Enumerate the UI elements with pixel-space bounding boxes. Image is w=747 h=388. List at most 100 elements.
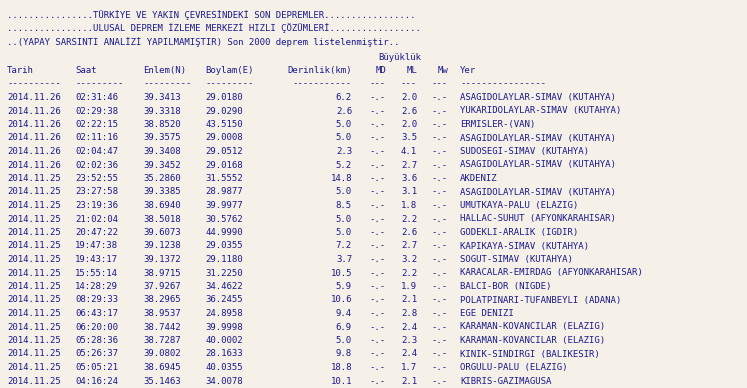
Text: 2014.11.25: 2014.11.25 xyxy=(7,201,61,210)
Text: 3.5: 3.5 xyxy=(401,133,417,142)
Text: 2014.11.25: 2014.11.25 xyxy=(7,255,61,264)
Text: 44.9990: 44.9990 xyxy=(205,228,243,237)
Text: 9.4: 9.4 xyxy=(336,309,352,318)
Text: -.-: -.- xyxy=(370,363,386,372)
Text: 29.0180: 29.0180 xyxy=(205,93,243,102)
Text: 23:52:55: 23:52:55 xyxy=(75,174,118,183)
Text: 38.6945: 38.6945 xyxy=(143,363,181,372)
Text: ASAGIDOLAYLAR-SIMAV (KUTAHYA): ASAGIDOLAYLAR-SIMAV (KUTAHYA) xyxy=(460,161,616,170)
Text: 05:28:36: 05:28:36 xyxy=(75,336,118,345)
Text: 2.6: 2.6 xyxy=(401,228,417,237)
Text: 29.0290: 29.0290 xyxy=(205,106,243,116)
Text: -.-: -.- xyxy=(432,336,448,345)
Text: 2014.11.25: 2014.11.25 xyxy=(7,296,61,305)
Text: 30.5762: 30.5762 xyxy=(205,215,243,223)
Text: HALLAC-SUHUT (AFYONKARAHISAR): HALLAC-SUHUT (AFYONKARAHISAR) xyxy=(460,215,616,223)
Text: 39.1238: 39.1238 xyxy=(143,241,181,251)
Text: KARACALAR-EMIRDAG (AFYONKARAHISAR): KARACALAR-EMIRDAG (AFYONKARAHISAR) xyxy=(460,268,642,277)
Text: 2014.11.25: 2014.11.25 xyxy=(7,322,61,331)
Text: -.-: -.- xyxy=(432,350,448,359)
Text: -.-: -.- xyxy=(432,296,448,305)
Text: 2.2: 2.2 xyxy=(401,215,417,223)
Text: 2.6: 2.6 xyxy=(401,106,417,116)
Text: -.-: -.- xyxy=(432,161,448,170)
Text: 34.0078: 34.0078 xyxy=(205,376,243,386)
Text: 5.0: 5.0 xyxy=(336,120,352,129)
Text: 39.1372: 39.1372 xyxy=(143,255,181,264)
Text: 5.2: 5.2 xyxy=(336,161,352,170)
Text: 3.6: 3.6 xyxy=(401,174,417,183)
Text: KARAMAN-KOVANCILAR (ELAZIG): KARAMAN-KOVANCILAR (ELAZIG) xyxy=(460,322,605,331)
Text: -.-: -.- xyxy=(432,255,448,264)
Text: 3.1: 3.1 xyxy=(401,187,417,196)
Text: 2014.11.25: 2014.11.25 xyxy=(7,174,61,183)
Text: 39.9998: 39.9998 xyxy=(205,322,243,331)
Text: SUDOSEGI-SIMAV (KUTAHYA): SUDOSEGI-SIMAV (KUTAHYA) xyxy=(460,147,589,156)
Text: 2014.11.25: 2014.11.25 xyxy=(7,215,61,223)
Text: KARAMAN-KOVANCILAR (ELAZIG): KARAMAN-KOVANCILAR (ELAZIG) xyxy=(460,336,605,345)
Text: 2014.11.26: 2014.11.26 xyxy=(7,161,61,170)
Text: 23:19:36: 23:19:36 xyxy=(75,201,118,210)
Text: ----------: ---------- xyxy=(7,80,61,88)
Text: 05:05:21: 05:05:21 xyxy=(75,363,118,372)
Text: -.-: -.- xyxy=(370,93,386,102)
Text: 10.5: 10.5 xyxy=(330,268,352,277)
Text: -.-: -.- xyxy=(432,241,448,251)
Text: 5.0: 5.0 xyxy=(336,133,352,142)
Text: 2.2: 2.2 xyxy=(401,268,417,277)
Text: 31.2250: 31.2250 xyxy=(205,268,243,277)
Text: KINIK-SINDIRGI (BALIKESIR): KINIK-SINDIRGI (BALIKESIR) xyxy=(460,350,600,359)
Text: -.-: -.- xyxy=(432,309,448,318)
Text: ---: --- xyxy=(401,80,417,88)
Text: ASAGIDOLAYLAR-SIMAV (KUTAHYA): ASAGIDOLAYLAR-SIMAV (KUTAHYA) xyxy=(460,93,616,102)
Text: -.-: -.- xyxy=(370,296,386,305)
Text: ----------------: ---------------- xyxy=(460,80,546,88)
Text: 2.3: 2.3 xyxy=(401,336,417,345)
Text: 29.0355: 29.0355 xyxy=(205,241,243,251)
Text: 5.0: 5.0 xyxy=(336,228,352,237)
Text: 35.2860: 35.2860 xyxy=(143,174,181,183)
Text: AKDENIZ: AKDENIZ xyxy=(460,174,498,183)
Text: KIBRIS-GAZIMAGUSA: KIBRIS-GAZIMAGUSA xyxy=(460,376,551,386)
Text: 9.8: 9.8 xyxy=(336,350,352,359)
Text: 7.2: 7.2 xyxy=(336,241,352,251)
Text: 3.7: 3.7 xyxy=(336,255,352,264)
Text: -.-: -.- xyxy=(370,228,386,237)
Text: GODEKLI-ARALIK (IGDIR): GODEKLI-ARALIK (IGDIR) xyxy=(460,228,578,237)
Text: 08:29:33: 08:29:33 xyxy=(75,296,118,305)
Text: -.-: -.- xyxy=(432,147,448,156)
Text: 2014.11.25: 2014.11.25 xyxy=(7,241,61,251)
Text: -.-: -.- xyxy=(432,120,448,129)
Text: -.-: -.- xyxy=(370,268,386,277)
Text: -.-: -.- xyxy=(432,133,448,142)
Text: SOGUT-SIMAV (KUTAHYA): SOGUT-SIMAV (KUTAHYA) xyxy=(460,255,573,264)
Text: -.-: -.- xyxy=(432,187,448,196)
Text: 2.0: 2.0 xyxy=(401,120,417,129)
Text: 2014.11.26: 2014.11.26 xyxy=(7,133,61,142)
Text: 38.5018: 38.5018 xyxy=(143,215,181,223)
Text: ASAGIDOLAYLAR-SIMAV (KUTAHYA): ASAGIDOLAYLAR-SIMAV (KUTAHYA) xyxy=(460,187,616,196)
Text: 29.0168: 29.0168 xyxy=(205,161,243,170)
Text: ................ULUSAL DEPREM İZLEME MERKEZİ HIZLI ÇÖZÜMLERİ.................: ................ULUSAL DEPREM İZLEME MER… xyxy=(7,24,421,33)
Text: 38.7442: 38.7442 xyxy=(143,322,181,331)
Text: 10.1: 10.1 xyxy=(330,376,352,386)
Text: -.-: -.- xyxy=(370,255,386,264)
Text: 02:22:15: 02:22:15 xyxy=(75,120,118,129)
Text: 39.9977: 39.9977 xyxy=(205,201,243,210)
Text: 2014.11.25: 2014.11.25 xyxy=(7,187,61,196)
Text: YUKARIDOLAYLAR-SIMAV (KUTAHYA): YUKARIDOLAYLAR-SIMAV (KUTAHYA) xyxy=(460,106,622,116)
Text: Yer: Yer xyxy=(460,66,476,75)
Text: BALCI-BOR (NIGDE): BALCI-BOR (NIGDE) xyxy=(460,282,551,291)
Text: 40.0355: 40.0355 xyxy=(205,363,243,372)
Text: Enlem(N): Enlem(N) xyxy=(143,66,186,75)
Text: -.-: -.- xyxy=(370,120,386,129)
Text: 2.1: 2.1 xyxy=(401,296,417,305)
Text: 2.4: 2.4 xyxy=(401,322,417,331)
Text: 2014.11.26: 2014.11.26 xyxy=(7,106,61,116)
Text: 1.7: 1.7 xyxy=(401,363,417,372)
Text: 2.0: 2.0 xyxy=(401,93,417,102)
Text: Tarih: Tarih xyxy=(7,66,34,75)
Text: -.-: -.- xyxy=(370,336,386,345)
Text: 39.3575: 39.3575 xyxy=(143,133,181,142)
Text: 29.1180: 29.1180 xyxy=(205,255,243,264)
